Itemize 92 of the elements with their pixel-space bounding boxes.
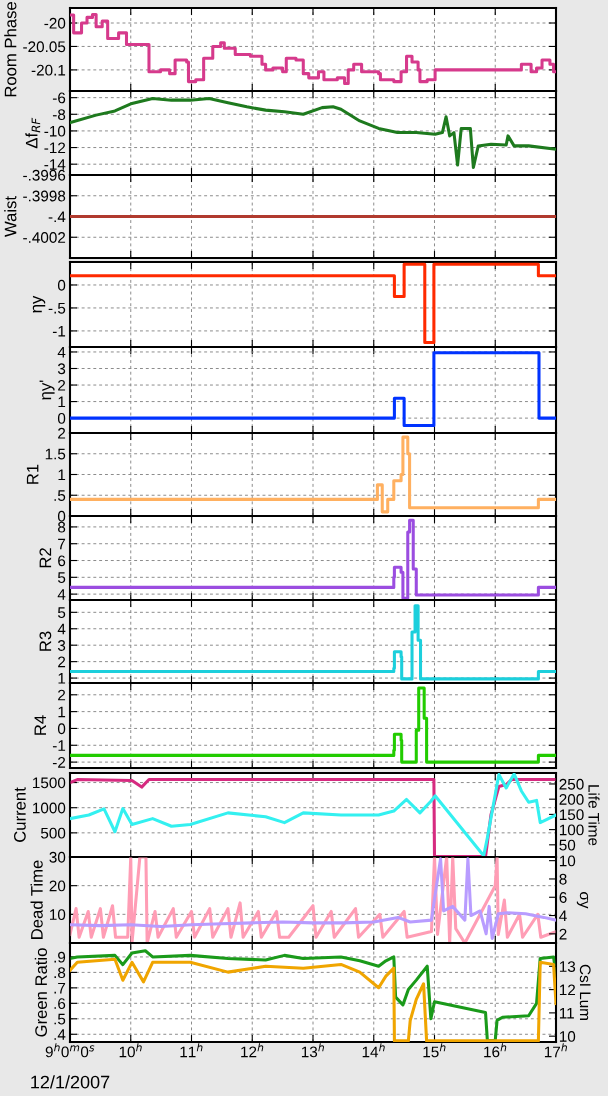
- y-axis-title: Dead Time: [30, 860, 43, 939]
- y-tick-label: -8: [52, 109, 66, 120]
- y-tick-label: 1000: [33, 802, 66, 814]
- y-tick-label: 2: [58, 689, 66, 701]
- y2-tick-label: 12: [559, 984, 575, 996]
- y-axis-title: Δf$_{RF}$: [25, 117, 41, 149]
- y-tick-label: 0: [57, 723, 66, 735]
- x-tick-label: 17$^{h}$: [544, 1043, 567, 1058]
- y-tick-label: -12: [44, 142, 66, 154]
- y2-tick-label: 4: [559, 910, 567, 922]
- y-tick-label: .8: [54, 967, 66, 979]
- y-tick-label: 5: [57, 572, 66, 584]
- y-tick-label: .5: [54, 490, 66, 501]
- y-tick-label: .9: [54, 951, 66, 963]
- y-tick-label: -.4002: [23, 232, 66, 243]
- y2-tick-label: 6: [559, 892, 567, 903]
- y2-tick-label: 13: [559, 961, 576, 972]
- y-tick-label: -.4: [48, 211, 66, 223]
- y-tick-label: 2: [58, 379, 66, 391]
- x-tick-label: 16$^{h}$: [484, 1043, 507, 1058]
- y2-axis-title: Life Time: [588, 785, 600, 846]
- y2-tick-label: 2: [559, 928, 567, 940]
- y-tick-label: 4: [57, 623, 66, 635]
- y-tick-label: -6: [52, 92, 66, 104]
- y-tick-label: 1.5: [45, 448, 66, 460]
- y-axis-title: ηy: [32, 295, 46, 313]
- y-tick-label: 5: [57, 607, 66, 619]
- y-axis-title: Waist: [4, 196, 17, 237]
- x-tick-label: 12$^{h}$: [241, 1043, 264, 1058]
- line-series: [70, 96, 556, 170]
- y-tick-label: 2: [58, 427, 66, 439]
- y-tick-label: .4: [54, 1029, 66, 1040]
- y-tick-label: -2: [52, 756, 66, 768]
- y-tick-label: 3: [57, 363, 66, 375]
- y2-tick-label: 10: [559, 1031, 576, 1042]
- y2-tick-label: 11: [559, 1007, 574, 1019]
- y-axis-title: ηy': [39, 380, 55, 400]
- y-tick-label: -14: [44, 159, 66, 170]
- y-tick-label: 0: [57, 510, 66, 522]
- y-tick-label: 2: [58, 656, 66, 668]
- y-tick-label: 3: [57, 640, 66, 651]
- y-tick-label: -10: [44, 125, 66, 137]
- y-tick-label: .5: [54, 1013, 66, 1025]
- y-tick-label: 1500: [33, 777, 66, 789]
- x-tick-label: 14$^{h}$: [362, 1043, 385, 1058]
- y-tick-label: 0: [57, 279, 66, 291]
- y-tick-label: 8: [58, 521, 66, 533]
- y2-tick-label: 100: [559, 824, 584, 836]
- y-axis-title: Current: [13, 787, 26, 842]
- x-tick-label: 11$^{h}$: [180, 1043, 203, 1058]
- y2-tick-label: 150: [559, 809, 584, 821]
- y-tick-label: 1: [58, 706, 66, 718]
- y-tick-label: -.5: [48, 302, 66, 314]
- y-axis-title: R3: [39, 631, 52, 651]
- y2-tick-label: 8: [559, 873, 567, 885]
- y-tick-label: 20: [49, 880, 66, 892]
- y-tick-label: 0: [57, 412, 66, 424]
- y-tick-label: 4: [57, 346, 66, 358]
- y2-axis-title: σy: [576, 892, 589, 909]
- y-tick-label: 30: [49, 851, 66, 863]
- y-axis-title: R2: [39, 548, 52, 568]
- text: 12/1/2007: [31, 1075, 110, 1089]
- y-tick-label: -20.1: [31, 64, 66, 76]
- y-axis-title: Room Phase: [4, 2, 17, 97]
- y-axis-title: R1: [26, 464, 39, 484]
- x-tick-label: 9$^{h}$0$^{m}$0$^{s}$: [45, 1043, 95, 1058]
- x-tick-label: 15$^{h}$: [423, 1043, 446, 1058]
- y-tick-label: 4: [57, 589, 66, 600]
- y-tick-label: -.3998: [23, 190, 66, 202]
- y-tick-label: 7: [58, 538, 66, 550]
- y2-tick-label: 10: [559, 855, 576, 867]
- y-tick-label: -1: [52, 740, 66, 751]
- y2-tick-label: 50: [559, 839, 576, 851]
- x-tick-label: 13$^{h}$: [301, 1043, 324, 1058]
- y2-tick-label: 200: [559, 794, 584, 805]
- y-tick-label: 10: [50, 909, 66, 921]
- y-tick-label: -.3996: [23, 169, 66, 181]
- x-tick-label: 10$^{h}$: [119, 1043, 142, 1058]
- y-tick-label: -20.05: [23, 41, 66, 53]
- y-tick-label: -1: [52, 325, 66, 337]
- y-tick-label: .7: [54, 982, 66, 994]
- y-axis-title: R4: [34, 715, 47, 735]
- y2-tick-label: 250: [559, 778, 584, 790]
- y-tick-label: 1: [58, 469, 66, 481]
- y-tick-label: .6: [54, 998, 66, 1010]
- y-tick-label: 6: [58, 555, 66, 567]
- y-tick-label: 500: [40, 827, 66, 839]
- y2-axis-title: CsI Lum: [579, 964, 591, 1020]
- y-tick-label: 1: [58, 673, 66, 684]
- y-tick-label: -20: [44, 17, 66, 29]
- y-axis-title: Green Ratio: [34, 948, 48, 1037]
- y-tick-label: 1: [58, 396, 66, 408]
